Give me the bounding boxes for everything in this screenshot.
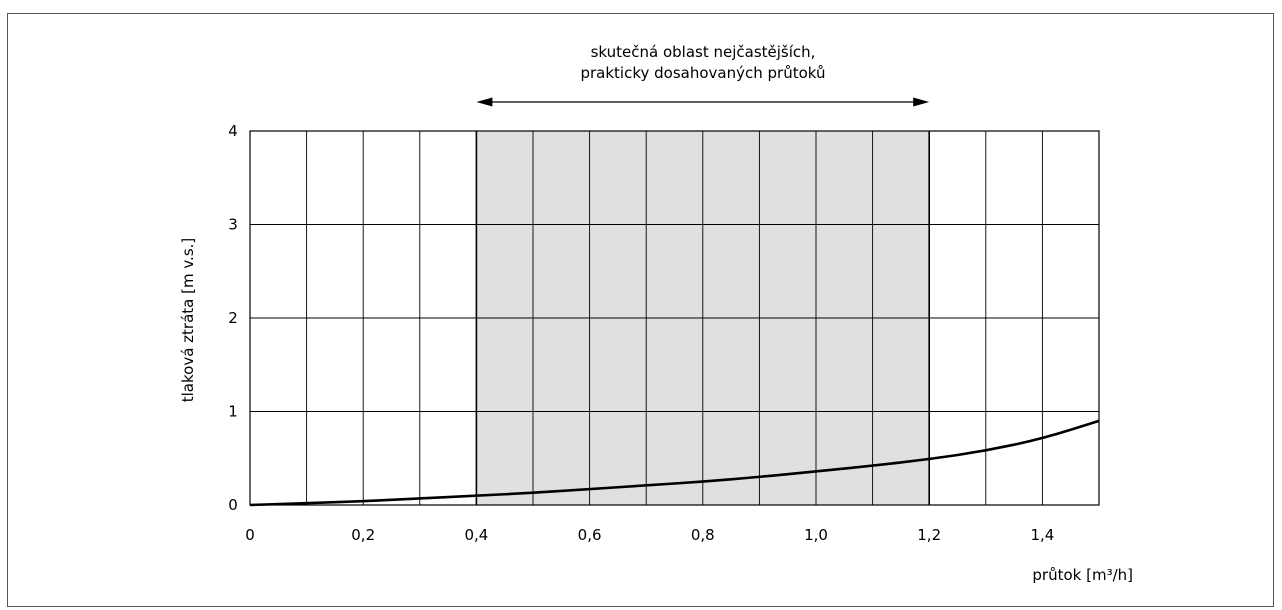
range-arrow-right-head xyxy=(913,97,930,107)
axis-layer: 0 0,2 0,4 0,6 0,8 1,0 1,2 1,4 0 1 2 3 4 xyxy=(228,97,1054,544)
plot-border xyxy=(249,130,1100,506)
x-tick-label: 0,6 xyxy=(578,526,602,544)
y-axis-label: tlaková ztráta [m v.s.] xyxy=(179,238,197,403)
highlight-label-line2: prakticky dosahovaných průtoků xyxy=(580,64,825,82)
x-tick-label: 1,4 xyxy=(1030,526,1054,544)
y-tick-label: 2 xyxy=(228,309,238,327)
series-line xyxy=(249,419,1100,507)
x-tick-label: 0,4 xyxy=(464,526,488,544)
highlight-label-line1: skutečná oblast nejčastějších, xyxy=(591,43,816,61)
x-tick-label: 1,0 xyxy=(804,526,828,544)
x-tick-label: 0 xyxy=(245,526,255,544)
x-tick-label: 1,2 xyxy=(917,526,941,544)
grid-layer xyxy=(249,130,1100,506)
range-arrow-left-head xyxy=(476,97,493,107)
y-tick-label: 0 xyxy=(228,496,238,514)
x-tick-label: 0,2 xyxy=(351,526,375,544)
y-tick-label: 1 xyxy=(228,403,238,421)
y-tick-label: 3 xyxy=(228,216,238,234)
chart-frame xyxy=(7,13,1274,607)
series-layer xyxy=(249,419,1100,507)
x-tick-label: 0,8 xyxy=(691,526,715,544)
y-tick-label: 4 xyxy=(228,122,238,140)
x-axis-label: průtok [m³/h] xyxy=(1032,566,1133,584)
